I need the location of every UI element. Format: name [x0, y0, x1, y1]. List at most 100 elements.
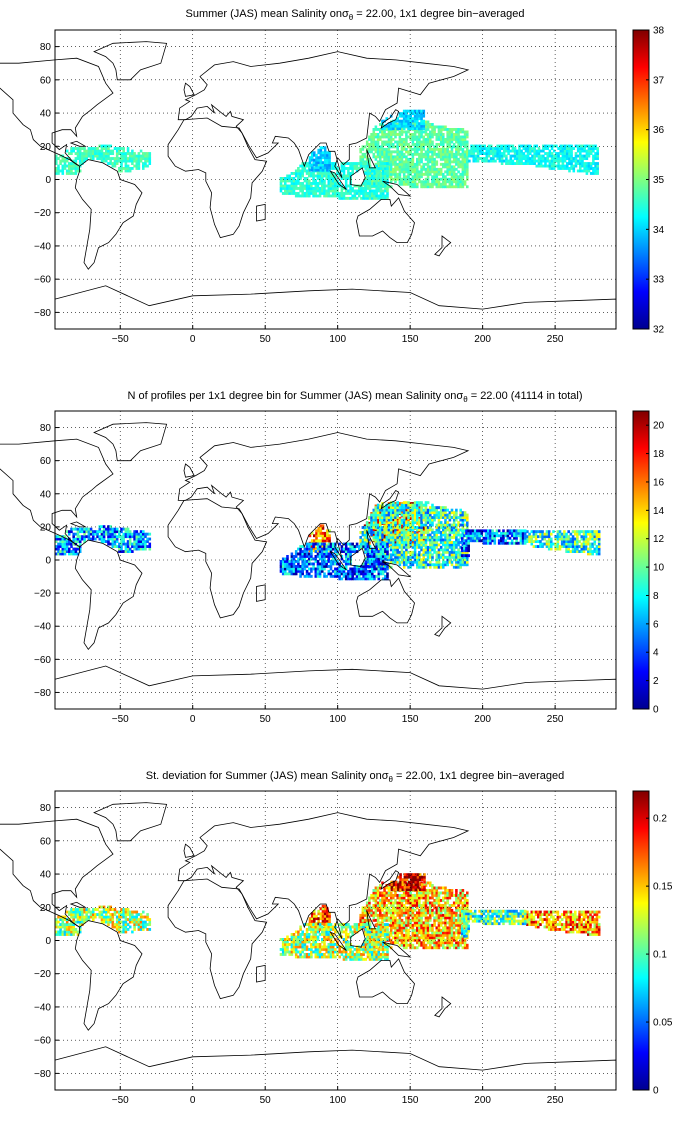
data-cell: [496, 154, 499, 158]
data-cell: [411, 513, 415, 517]
data-cell: [580, 535, 584, 539]
data-cell: [308, 187, 311, 190]
data-cell: [437, 506, 441, 510]
data-cell: [294, 194, 298, 198]
data-cell: [319, 148, 323, 152]
data-cell: [402, 165, 406, 169]
data-cell: [476, 534, 479, 538]
data-cell: [94, 152, 97, 155]
data-cell: [396, 150, 399, 154]
data-cell: [374, 516, 378, 519]
data-cell: [559, 147, 563, 150]
data-cell: [385, 558, 389, 562]
data-cell: [439, 565, 443, 569]
data-cell: [446, 130, 449, 134]
data-cell: [459, 180, 462, 184]
data-cell: [299, 189, 302, 193]
data-cell: [376, 538, 380, 542]
data-cell: [585, 169, 589, 173]
data-cell: [435, 170, 439, 174]
data-cell: [466, 143, 469, 146]
data-cell: [100, 532, 104, 536]
data-region: [460, 529, 527, 558]
data-cell: [463, 563, 467, 567]
data-cell: [323, 542, 326, 546]
data-cell: [409, 157, 412, 161]
data-cell: [426, 533, 430, 537]
data-region: [526, 530, 601, 556]
data-cell: [578, 550, 581, 553]
data-cell: [381, 531, 384, 535]
data-cell: [290, 567, 294, 571]
data-cell: [533, 144, 536, 148]
data-cell: [442, 533, 445, 537]
data-cell: [286, 187, 289, 190]
data-cell: [452, 543, 456, 547]
data-cell: [585, 144, 589, 148]
data-cell: [381, 167, 385, 170]
data-cell: [94, 530, 97, 534]
data-cell: [281, 560, 285, 563]
data-cell: [426, 140, 430, 144]
data-cell: [413, 180, 417, 184]
data-cell: [340, 162, 344, 165]
data-cell: [338, 542, 341, 546]
data-cell: [342, 187, 346, 190]
data-cell: [568, 144, 571, 148]
data-cell: [433, 543, 436, 547]
data-cell: [344, 565, 348, 568]
data-cell: [368, 184, 372, 188]
data-cell: [381, 133, 384, 136]
data-cell: [57, 535, 60, 539]
data-cell: [416, 565, 419, 569]
data-cell: [576, 535, 579, 539]
data-cell: [407, 543, 410, 547]
data-cell: [594, 164, 597, 168]
data-cell: [442, 185, 445, 189]
data-cell: [500, 147, 504, 150]
data-cell: [574, 162, 578, 165]
data-cell: [526, 159, 530, 163]
data-cell: [83, 537, 86, 541]
data-cell: [284, 560, 287, 563]
data-cell: [426, 550, 430, 554]
data-cell: [595, 547, 599, 551]
data-cell: [582, 532, 586, 536]
data-cell: [392, 170, 395, 174]
data-cell: [366, 557, 370, 561]
data-cell: [372, 523, 376, 527]
data-cell: [431, 155, 434, 159]
data-cell: [321, 565, 324, 568]
data-cell: [556, 547, 560, 551]
data-cell: [321, 177, 324, 180]
data-cell: [523, 534, 527, 538]
data-cell: [323, 151, 327, 155]
data-cell: [433, 513, 436, 517]
data-cell: [556, 535, 560, 539]
data-cell: [61, 542, 65, 546]
data-cell: [376, 155, 380, 159]
data-cell: [299, 545, 302, 548]
data-cell: [568, 167, 571, 170]
data-cell: [314, 555, 318, 558]
data-cell: [105, 147, 108, 150]
data-cell: [317, 156, 320, 160]
data-cell: [342, 169, 346, 173]
data-cell: [68, 172, 71, 175]
data-cell: [65, 164, 69, 168]
data-cell: [387, 155, 391, 159]
data-cell: [450, 138, 454, 141]
data-cell: [318, 189, 322, 193]
data-cell: [476, 159, 480, 163]
data-cell: [92, 157, 95, 160]
data-cell: [297, 187, 300, 190]
data-cell: [284, 184, 287, 188]
data-cell: [444, 175, 447, 179]
data-cell: [418, 127, 421, 131]
data-cell: [435, 513, 439, 517]
data-cell: [407, 182, 410, 186]
data-cell: [310, 151, 314, 155]
data-cell: [585, 157, 589, 160]
data-cell: [72, 535, 75, 539]
data-cell: [368, 160, 371, 164]
